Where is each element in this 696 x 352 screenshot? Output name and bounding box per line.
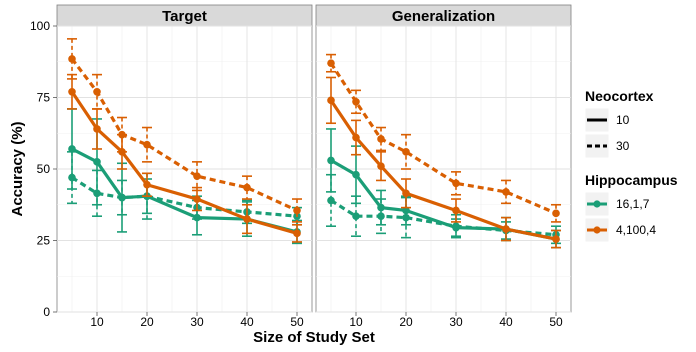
x-axis-title: Size of Study Set (253, 329, 375, 346)
data-point (68, 87, 76, 96)
facet-title: Target (162, 8, 207, 25)
legend-title-hippocampus: Hippocampus (585, 172, 678, 188)
data-point (143, 140, 151, 149)
data-point (502, 225, 510, 233)
legend-label: 10 (616, 113, 630, 127)
data-point (352, 170, 360, 179)
series-4,100,4-10 (326, 76, 561, 249)
data-point (452, 206, 460, 215)
data-point (552, 235, 560, 243)
data-point (327, 59, 335, 67)
y-tick-label: 75 (37, 91, 51, 105)
data-point (502, 188, 510, 196)
x-tick-label: 20 (399, 315, 413, 329)
data-point (243, 183, 251, 192)
data-point (402, 213, 410, 222)
y-tick-label: 100 (30, 19, 50, 33)
x-tick-label: 20 (140, 315, 154, 329)
data-point (377, 135, 385, 143)
legend-key-point (593, 226, 601, 234)
data-point (193, 195, 201, 203)
data-point (352, 97, 360, 106)
series-4,100,4-30 (67, 38, 302, 223)
y-axis-title: Accuracy (%) (9, 121, 26, 216)
legend-key-point (593, 200, 601, 208)
data-point (118, 193, 126, 202)
data-point (402, 189, 410, 198)
data-point (293, 206, 301, 215)
legend-label: 30 (616, 139, 630, 153)
data-point (93, 125, 101, 133)
x-tick-label: 50 (549, 315, 563, 329)
legend-title-neocortex: Neocortex (585, 88, 654, 104)
x-tick-label: 50 (290, 315, 304, 329)
data-point (352, 133, 360, 142)
x-tick-label: 30 (190, 315, 204, 329)
x-tick-label: 40 (240, 315, 254, 329)
data-point (377, 212, 385, 220)
data-point (327, 196, 335, 205)
data-point (243, 215, 251, 223)
legend-label: 16,1,7 (616, 197, 650, 211)
data-point (402, 148, 410, 156)
x-tick-label: 10 (349, 315, 363, 329)
data-point (327, 96, 335, 105)
data-point (552, 209, 560, 218)
data-point (452, 222, 460, 230)
y-tick-label: 0 (43, 305, 50, 319)
data-point (193, 172, 201, 180)
y-tick-label: 25 (37, 234, 51, 248)
data-point (118, 130, 126, 139)
legend-label: 4,100,4 (616, 223, 656, 237)
facet-title: Generalization (392, 8, 495, 25)
y-tick-label: 50 (37, 162, 51, 176)
data-point (452, 179, 460, 188)
data-point (93, 189, 101, 198)
x-tick-label: 40 (499, 315, 513, 329)
data-point (327, 156, 335, 165)
data-point (402, 206, 410, 215)
x-tick-label: 10 (90, 315, 104, 329)
data-point (68, 55, 76, 63)
series-4,100,4-30 (326, 53, 561, 223)
x-tick-label: 30 (449, 315, 463, 329)
data-point (352, 212, 360, 220)
data-point (293, 229, 301, 238)
data-point (68, 173, 76, 182)
data-point (93, 158, 101, 166)
data-point (93, 87, 101, 96)
data-point (377, 162, 385, 170)
data-point (68, 145, 76, 153)
data-point (143, 180, 151, 189)
